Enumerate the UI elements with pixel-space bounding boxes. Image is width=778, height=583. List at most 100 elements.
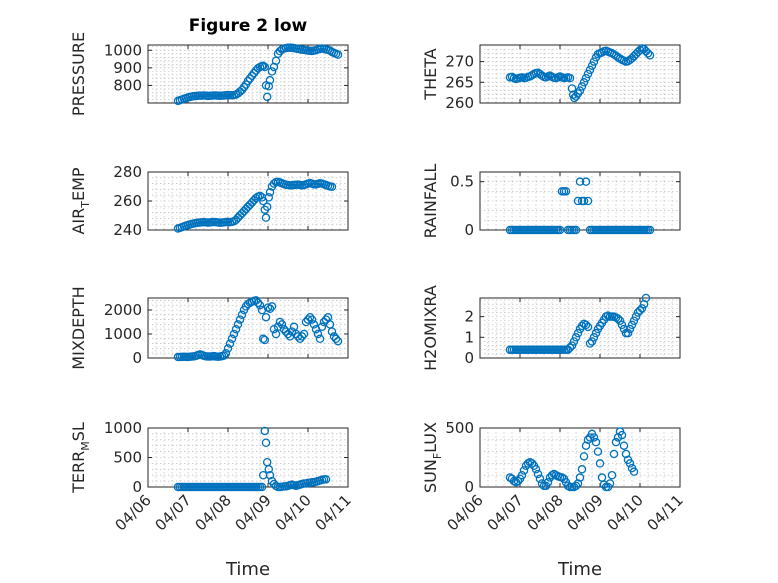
x-tick-label: 04/10 xyxy=(272,491,315,534)
data-point xyxy=(637,304,647,313)
data-point xyxy=(253,298,263,308)
data-point xyxy=(617,430,627,440)
data-point xyxy=(569,337,579,346)
data-point xyxy=(264,82,274,91)
data-point xyxy=(589,57,599,66)
data-point xyxy=(581,320,591,330)
data-point xyxy=(629,316,639,326)
data-point xyxy=(258,61,268,70)
data-point xyxy=(607,470,617,480)
data-point xyxy=(265,188,275,197)
x-tick-label: 04/07 xyxy=(152,491,195,534)
y-tick-label: 240 xyxy=(113,221,142,239)
data-point xyxy=(613,314,623,323)
data-point xyxy=(579,78,589,87)
subplot-right-1: 260 265 270 THETA xyxy=(421,44,681,112)
data-point xyxy=(225,339,235,348)
data-point xyxy=(627,320,637,330)
data-point xyxy=(577,82,587,91)
data-point xyxy=(221,348,231,358)
data-point xyxy=(575,473,585,482)
y-axis-label-main: SUN xyxy=(421,459,440,493)
data-point xyxy=(331,334,341,344)
y-tick-label: 265 xyxy=(445,73,474,91)
data-point xyxy=(333,50,343,59)
y-axis-label-main: THETA xyxy=(421,48,440,100)
data-point xyxy=(645,225,655,235)
data-point xyxy=(573,196,583,206)
data-point xyxy=(261,213,271,222)
x-tick-label: 04/11 xyxy=(644,491,687,534)
data-point xyxy=(565,343,575,352)
subplot-left-2: 240 260 280 AIRTEMP xyxy=(69,163,349,239)
y-tick-label: 260 xyxy=(445,94,474,112)
y-axis-label-main: TERR xyxy=(69,451,88,494)
x-tick-label: 04/11 xyxy=(312,491,355,534)
data-point xyxy=(303,315,313,324)
data-point xyxy=(309,320,319,329)
y-tick-label: 2 xyxy=(464,308,474,326)
data-point xyxy=(299,329,309,339)
y-axis-label-subscript: M xyxy=(79,441,92,451)
data-point xyxy=(297,332,307,341)
subplot-right-3: 0 1 2 H2OMIXRA xyxy=(421,285,681,371)
data-point xyxy=(305,312,315,322)
data-point xyxy=(555,225,565,235)
y-axis-label-rest: LUX xyxy=(421,422,440,453)
data-point xyxy=(641,293,651,303)
y-axis-label: MIXDEPTH xyxy=(69,286,88,369)
data-point xyxy=(615,316,625,326)
data-point xyxy=(261,438,271,447)
data-point xyxy=(277,320,287,329)
data-point xyxy=(585,339,595,348)
data-point xyxy=(333,336,343,346)
x-tick-label: 04/09 xyxy=(564,491,607,534)
data-point xyxy=(223,344,233,353)
subplot-right-2: 0 0.5 RAINFALL xyxy=(421,164,681,239)
data-point xyxy=(581,441,591,450)
y-tick-label: 0.5 xyxy=(450,173,474,191)
data-point xyxy=(247,71,257,81)
data-point xyxy=(317,322,327,332)
y-tick-label: 0 xyxy=(132,349,142,367)
data-point xyxy=(645,51,655,60)
data-point xyxy=(619,441,629,450)
y-tick-label: 0 xyxy=(464,349,474,367)
y-axis-label: TERRMSL xyxy=(69,422,92,494)
y-tick-label: 900 xyxy=(113,59,142,77)
data-point xyxy=(635,306,645,315)
data-point xyxy=(589,433,599,442)
data-point xyxy=(577,321,587,331)
y-tick-label: 0 xyxy=(464,221,474,239)
y-axis-label-main: H2OMIXRA xyxy=(421,285,440,371)
data-point xyxy=(565,73,575,83)
x-axis-label: Time xyxy=(557,559,602,580)
y-axis-label: PRESSURE xyxy=(69,32,88,116)
data-point xyxy=(591,437,601,447)
data-point xyxy=(587,61,597,70)
data-point xyxy=(629,467,639,476)
x-tick-label: 04/10 xyxy=(604,491,647,534)
data-point xyxy=(264,193,274,202)
data-point xyxy=(307,315,317,324)
y-axis-label-main: PRESSURE xyxy=(69,32,88,116)
data-point xyxy=(589,333,599,342)
x-tick-label: 04/08 xyxy=(524,491,567,534)
figure-title: Figure 2 low xyxy=(189,16,308,36)
y-axis-label: H2OMIXRA xyxy=(421,285,440,371)
data-point xyxy=(262,202,272,212)
data-point xyxy=(269,179,279,188)
data-point xyxy=(625,459,635,468)
data-point xyxy=(583,196,593,206)
data-point xyxy=(321,475,331,484)
y-tick-label: 280 xyxy=(113,163,142,181)
data-point xyxy=(237,85,247,95)
data-point xyxy=(245,74,255,83)
y-tick-label: 0 xyxy=(464,478,474,496)
data-point xyxy=(265,470,275,480)
data-point xyxy=(260,335,270,345)
data-point xyxy=(571,225,581,235)
data-point xyxy=(611,437,621,447)
